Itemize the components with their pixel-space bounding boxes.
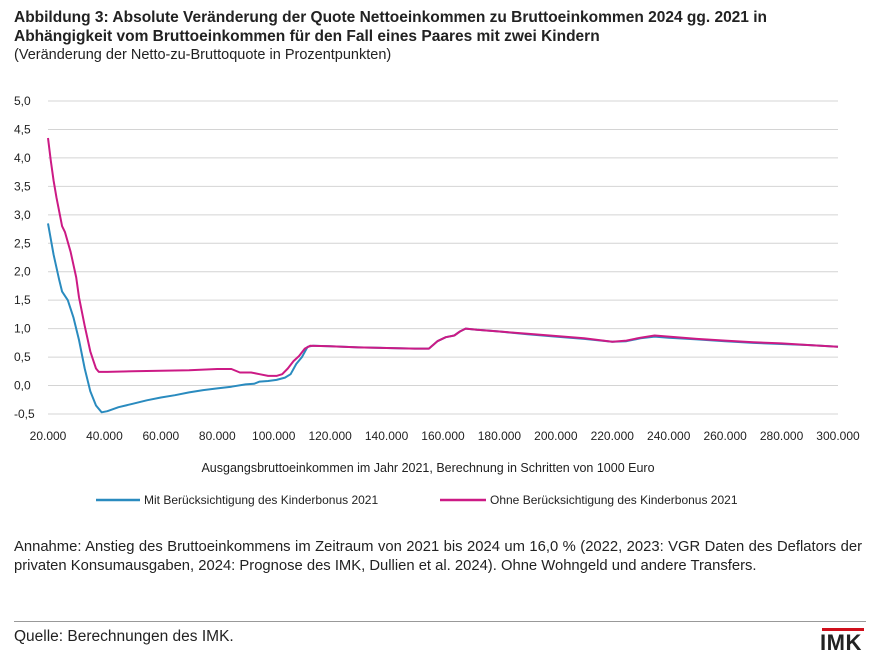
y-tick-label: 2,0 <box>14 265 31 279</box>
legend-label: Ohne Berücksichtigung des Kinderbonus 20… <box>490 493 738 507</box>
x-tick-label: 80.000 <box>199 429 236 443</box>
series-line-0 <box>47 223 839 414</box>
assumption-note: Annahme: Anstieg des Bruttoeinkommens im… <box>14 539 862 574</box>
y-tick-label: 0,5 <box>14 350 31 364</box>
figure-subtitle: (Veränderung der Netto-zu-Bruttoquote in… <box>14 47 392 63</box>
x-tick-label: 240.000 <box>647 429 691 443</box>
x-tick-label: 260.000 <box>703 429 747 443</box>
x-axis-tick-labels: 20.000 40.000 60.000 80.000 100.000 120.000 14… <box>30 429 860 443</box>
imk-logo: IMK <box>820 630 862 655</box>
y-tick-label: 4,5 <box>14 122 31 136</box>
x-tick-label: 180.000 <box>478 429 522 443</box>
x-tick-label: 220.000 <box>591 429 635 443</box>
y-tick-label: 1,0 <box>14 322 31 336</box>
y-tick-label: 4,0 <box>14 151 31 165</box>
y-tick-label: 0,0 <box>14 379 31 393</box>
series-lines <box>47 137 839 414</box>
y-tick-label: 1,5 <box>14 293 31 307</box>
x-tick-label: 120.000 <box>308 429 352 443</box>
x-tick-label: 140.000 <box>365 429 409 443</box>
x-tick-label: 280.000 <box>760 429 804 443</box>
y-tick-label: 3,5 <box>14 179 31 193</box>
y-tick-label: 3,0 <box>14 208 31 222</box>
x-tick-label: 100.000 <box>252 429 296 443</box>
y-axis-tick-labels: -0,5 0,0 0,5 1,0 1,5 2,0 2,5 3,0 3,5 4,0 4,5 5,0 <box>14 94 35 421</box>
x-tick-label: 300.000 <box>816 429 860 443</box>
gridlines <box>48 100 838 415</box>
x-tick-label: 20.000 <box>30 429 67 443</box>
y-tick-label: 5,0 <box>14 94 31 108</box>
divider <box>14 621 866 622</box>
x-tick-label: 160.000 <box>421 429 465 443</box>
source-note: Quelle: Berechnungen des IMK. <box>14 628 234 645</box>
line-chart: -0,5 0,0 0,5 1,0 1,5 2,0 2,5 3,0 3,5 4,0 4,5 5,0 20… <box>14 94 860 507</box>
x-tick-label: 40.000 <box>86 429 123 443</box>
x-tick-label: 200.000 <box>534 429 578 443</box>
figure-title: Abbildung 3: Absolute Veränderung der Qu… <box>14 9 768 45</box>
x-axis-label: Ausgangsbruttoeinkommen im Jahr 2021, Be… <box>201 461 654 475</box>
x-tick-label: 60.000 <box>143 429 180 443</box>
series-line-1 <box>47 137 839 377</box>
logo-accent-bar <box>822 628 864 631</box>
y-tick-label: -0,5 <box>14 407 35 421</box>
legend-label: Mit Berücksichtigung des Kinderbonus 202… <box>144 493 378 507</box>
y-tick-label: 2,5 <box>14 236 31 250</box>
legend: Mit Berücksichtigung des Kinderbonus 202… <box>96 493 738 507</box>
